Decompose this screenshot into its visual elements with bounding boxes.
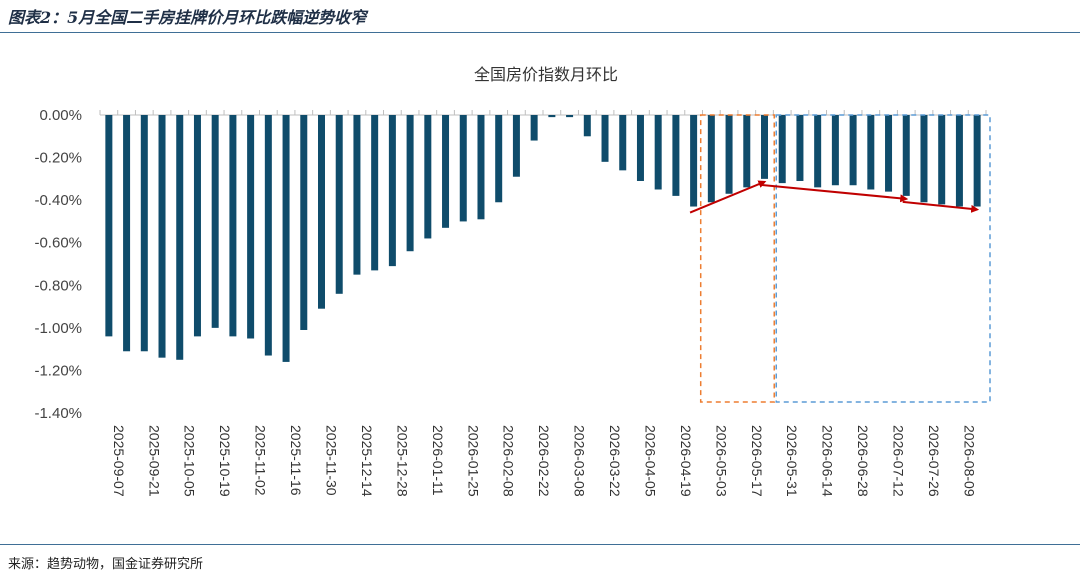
x-tick-label: 2025-12-14 — [359, 425, 375, 497]
bar — [743, 115, 751, 188]
bar — [601, 115, 609, 162]
x-tick-label: 2026-02-08 — [501, 425, 517, 497]
chart: 全国房价指数月环比 0.00% -0.20% -0.40% -0.60% -0.80% -… — [34, 65, 991, 497]
bar — [495, 115, 503, 203]
bar — [583, 115, 591, 137]
bar — [902, 115, 910, 196]
bar — [282, 115, 290, 362]
bar — [885, 115, 893, 192]
bar — [158, 115, 166, 358]
bar — [796, 115, 804, 181]
trend-arrow-2 — [760, 183, 909, 203]
x-tick-label: 2025-11-30 — [324, 425, 340, 496]
figure-title: 图表2：5月全国二手房挂牌价月环比跌幅逆势收窄 — [8, 8, 367, 27]
bar — [849, 115, 857, 186]
bar — [778, 115, 786, 184]
bar — [938, 115, 946, 205]
top-divider — [0, 32, 1080, 33]
y-tick-label: -1.00% — [34, 320, 82, 337]
source-note: 来源：趋势动物，国金证券研究所 — [8, 557, 204, 572]
bar — [867, 115, 875, 190]
highlight-box-blue — [775, 114, 991, 403]
x-tick-label: 2026-04-05 — [642, 425, 658, 497]
bar — [193, 115, 201, 337]
bar — [406, 115, 414, 252]
y-tick-label: 0.00% — [39, 107, 82, 124]
chart-title: 全国房价指数月环比 — [474, 65, 618, 84]
y-tick-label: -0.20% — [34, 150, 82, 167]
x-tick-label: 2025-09-07 — [111, 425, 127, 497]
annotations — [689, 114, 991, 403]
bar — [512, 115, 520, 177]
bar — [831, 115, 839, 186]
bar — [955, 115, 963, 207]
bar — [335, 115, 343, 294]
x-tick-label: 2025-10-19 — [217, 425, 233, 497]
bar — [424, 115, 432, 239]
bar — [566, 115, 574, 118]
bar — [654, 115, 662, 190]
x-tick-label: 2026-01-11 — [430, 425, 446, 496]
bar — [725, 115, 733, 194]
x-tick-label: 2026-08-09 — [961, 425, 977, 497]
x-tick-label: 2025-12-28 — [394, 425, 410, 497]
x-tick-label: 2026-06-14 — [820, 425, 836, 497]
x-tick-label: 2026-04-19 — [678, 425, 694, 497]
x-tick-label: 2026-07-26 — [926, 425, 942, 497]
bar — [140, 115, 148, 352]
bar — [123, 115, 131, 352]
y-tick-label: -1.20% — [34, 362, 82, 379]
x-tick-label: 2026-05-31 — [784, 425, 800, 497]
bar — [619, 115, 627, 171]
bar — [105, 115, 113, 337]
bar — [548, 115, 556, 118]
trend-arrow-1 — [689, 180, 767, 214]
x-tick-label: 2026-05-03 — [713, 425, 729, 497]
bar — [920, 115, 928, 203]
bar — [318, 115, 325, 309]
bar — [300, 115, 308, 330]
bar — [211, 115, 219, 328]
x-axis: 2025-09-07 2025-09-21 2025-10-05 2025-10-19… — [99, 110, 987, 497]
bar — [459, 115, 467, 222]
bar — [973, 115, 981, 207]
bar — [353, 115, 361, 275]
bar — [442, 115, 450, 228]
bar — [388, 115, 396, 267]
y-tick-label: -1.40% — [34, 405, 82, 422]
x-tick-label: 2026-02-22 — [536, 425, 552, 497]
bar — [690, 115, 698, 207]
x-tick-label: 2026-01-25 — [465, 425, 481, 497]
bar — [761, 115, 768, 179]
bar — [176, 115, 184, 360]
x-tick-label: 2026-03-08 — [572, 425, 588, 497]
y-axis: 0.00% -0.20% -0.40% -0.60% -0.80% -1.00% -1.20… — [34, 107, 82, 422]
bar — [264, 115, 272, 356]
x-tick-label: 2026-07-12 — [891, 425, 907, 497]
bar — [530, 115, 538, 141]
bar — [229, 115, 237, 337]
bar — [636, 115, 644, 181]
bar — [672, 115, 680, 196]
bar — [707, 115, 715, 203]
x-tick-label: 2025-10-05 — [182, 425, 198, 497]
x-tick-label: 2026-03-22 — [607, 425, 623, 497]
highlight-box-orange — [699, 114, 775, 403]
bar — [247, 115, 255, 339]
bar — [371, 115, 379, 271]
x-tick-label: 2026-06-28 — [855, 425, 871, 497]
bottom-divider — [0, 544, 1080, 545]
bar — [814, 115, 822, 188]
y-tick-label: -0.80% — [34, 277, 82, 294]
bar — [477, 115, 485, 220]
trend-arrow-3 — [902, 200, 980, 213]
bar-series — [105, 115, 981, 362]
x-tick-label: 2025-11-16 — [288, 425, 304, 496]
y-tick-label: -0.60% — [34, 235, 82, 252]
x-tick-label: 2025-11-02 — [253, 425, 269, 496]
x-tick-label: 2025-09-21 — [146, 425, 162, 497]
y-tick-label: -0.40% — [34, 192, 82, 209]
x-tick-label: 2026-05-17 — [749, 425, 765, 497]
